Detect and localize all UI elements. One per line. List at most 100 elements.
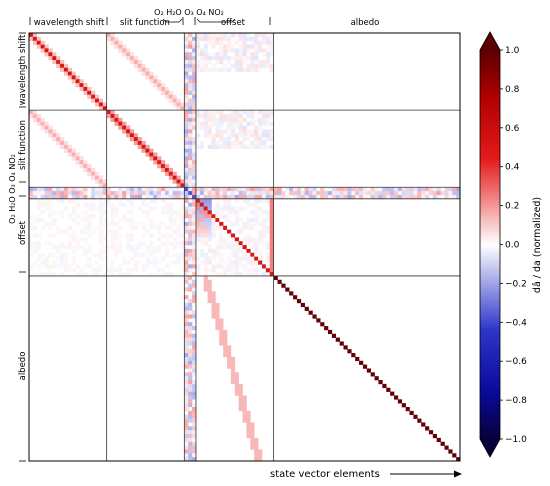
- heatmap-cell: [184, 260, 189, 265]
- heatmap-cell: [409, 187, 414, 192]
- heatmap-cell: [238, 403, 243, 408]
- heatmap-cell: [83, 218, 88, 223]
- heatmap-cell: [157, 83, 162, 88]
- heatmap-cell: [277, 187, 282, 192]
- heatmap-cell: [168, 194, 173, 200]
- heatmap-cell: [129, 137, 135, 142]
- heatmap-cell: [192, 383, 197, 389]
- heatmap-cell: [48, 125, 53, 130]
- heatmap-cell: [246, 144, 251, 149]
- heatmap-cell: [436, 191, 441, 196]
- heatmap-cell: [308, 310, 313, 315]
- heatmap-cell: [421, 422, 426, 427]
- heatmap-cell: [36, 256, 41, 261]
- heatmap-cell: [192, 395, 197, 400]
- heatmap-cell: [102, 210, 107, 215]
- heatmap-cell: [238, 206, 243, 211]
- heatmap-cell: [87, 164, 92, 169]
- heatmap-cell: [188, 90, 193, 95]
- heatmap-cell: [56, 256, 61, 261]
- heatmap-cell: [227, 241, 232, 246]
- heatmap-cell: [98, 183, 104, 188]
- heatmap-cell: [48, 221, 53, 227]
- heatmap-cell: [211, 295, 216, 300]
- heatmap-cell: [370, 372, 375, 377]
- heatmap-cell: [227, 214, 232, 219]
- top-label-wavelength-shift: wavelength shift: [34, 18, 105, 28]
- heatmap-cell: [246, 63, 251, 69]
- heatmap-cell: [40, 218, 45, 223]
- heatmap-cell: [44, 52, 49, 57]
- heatmap-cell: [110, 241, 115, 246]
- heatmap-cell: [238, 248, 243, 254]
- heatmap-cell: [56, 59, 61, 65]
- heatmap-cell: [425, 191, 430, 196]
- heatmap-cell: [75, 75, 80, 80]
- heatmap-cell: [421, 194, 426, 200]
- colorbar-tick-label: 0.0: [505, 241, 520, 251]
- heatmap-cell: [234, 206, 239, 211]
- heatmap-cell: [234, 48, 239, 53]
- heatmap-cell: [133, 191, 139, 196]
- heatmap-cell: [230, 133, 236, 138]
- heatmap-cell: [71, 233, 76, 238]
- heatmap-cell: [192, 391, 197, 396]
- heatmap-cell: [184, 167, 189, 173]
- heatmap-cell: [207, 287, 212, 292]
- heatmap-cell: [250, 210, 255, 215]
- heatmap-cell: [56, 264, 61, 269]
- heatmap-cell: [285, 191, 290, 196]
- heatmap-cell: [258, 140, 263, 146]
- heatmap-cell: [172, 187, 177, 192]
- heatmap-cell: [211, 44, 216, 49]
- heatmap-cell: [32, 233, 38, 238]
- heatmap-cell: [269, 52, 274, 57]
- heatmap-cell: [71, 194, 76, 200]
- heatmap-cell: [405, 194, 410, 200]
- heatmap-cell: [129, 245, 135, 250]
- heatmap-cell: [63, 256, 69, 261]
- heatmap-cell: [184, 457, 189, 461]
- heatmap-cell: [250, 36, 255, 42]
- heatmap-cell: [269, 33, 274, 38]
- heatmap-cell: [300, 191, 305, 196]
- heatmap-cell: [320, 187, 325, 192]
- heatmap-cell: [242, 67, 247, 72]
- heatmap-cell: [29, 33, 34, 38]
- heatmap-cell: [192, 341, 197, 346]
- heatmap-cell: [114, 206, 119, 211]
- heatmap-cell: [44, 48, 49, 53]
- heatmap-cell: [211, 144, 216, 149]
- heatmap-cell: [192, 187, 197, 192]
- heatmap-cell: [254, 40, 259, 45]
- heatmap-cell: [258, 214, 263, 219]
- heatmap-cell: [250, 40, 255, 45]
- heatmap-cell: [188, 299, 193, 304]
- heatmap-cell: [168, 241, 173, 246]
- heatmap-cell: [250, 430, 255, 435]
- heatmap-cell: [176, 233, 181, 238]
- heatmap-cell: [192, 233, 197, 238]
- top-label-albedo: albedo: [351, 18, 380, 28]
- heatmap-cell: [269, 241, 274, 246]
- heatmap-cell: [390, 187, 395, 192]
- heatmap-cell: [188, 260, 193, 265]
- heatmap-cell: [331, 191, 337, 196]
- heatmap-cell: [386, 191, 391, 196]
- heatmap-cell: [207, 214, 212, 219]
- heatmap-cell: [110, 233, 115, 238]
- heatmap-cell: [110, 36, 115, 42]
- heatmap-cell: [250, 245, 255, 250]
- heatmap-cell: [188, 306, 193, 311]
- heatmap-cell: [242, 140, 247, 146]
- heatmap-cell: [60, 144, 65, 149]
- heatmap-cell: [238, 229, 243, 234]
- heatmap-cell: [153, 256, 158, 261]
- heatmap-cell: [71, 248, 76, 254]
- heatmap-cell: [269, 40, 274, 45]
- heatmap-cell: [269, 248, 274, 254]
- heatmap-cell: [192, 252, 197, 257]
- heatmap-cell: [246, 221, 251, 227]
- heatmap-cell: [161, 241, 166, 246]
- colorbar-tick-label: 0.4: [505, 163, 520, 173]
